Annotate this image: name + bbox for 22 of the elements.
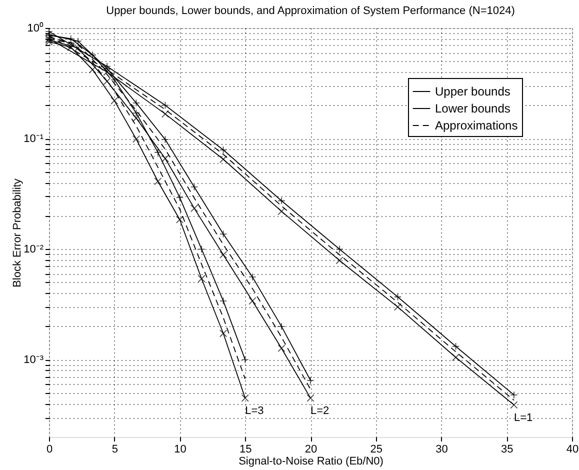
y-axis-title: Block Error Probability [12, 178, 24, 288]
x-tick-label: 0 [46, 444, 53, 456]
x-tick-label: 25 [370, 444, 382, 456]
chart-title: Upper bounds, Lower bounds, and Approximation of System Performance (N=1024) [106, 5, 515, 17]
legend-label: Upper bounds [435, 84, 510, 98]
legend-label: Lower bounds [435, 102, 510, 116]
x-tick-label: 40 [566, 444, 579, 456]
annotation: L=3 [245, 405, 264, 418]
x-tick-label: 10 [174, 444, 186, 456]
annotation: L=2 [310, 405, 330, 418]
x-tick-label: 20 [304, 444, 318, 456]
y-tick-label: 10⁻² [24, 244, 44, 256]
x-tick-label: 15 [240, 444, 252, 456]
y-tick-label: 10⁻¹ [24, 133, 44, 146]
y-tick-label: 10⁻³ [24, 354, 44, 366]
x-tick-label: 5 [112, 444, 118, 456]
legend-label: Approximations [435, 118, 518, 132]
x-axis-title: Signal-to-Noise Ratio (Eb/N0) [238, 456, 384, 468]
x-tick-label: 30 [436, 444, 448, 456]
y-tick-label: 10⁰ [27, 22, 44, 34]
annotation: L=1 [514, 412, 533, 424]
x-tick-label: 35 [501, 444, 514, 456]
